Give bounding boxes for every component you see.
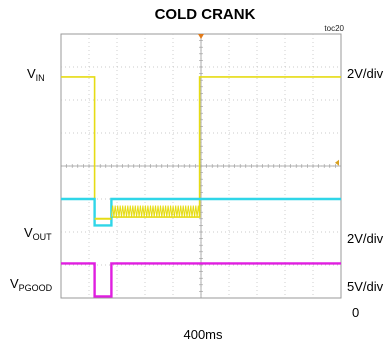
trigger-marker	[198, 34, 204, 39]
scale-vin: 2V/div	[347, 66, 384, 81]
trace-pgood	[61, 262, 341, 298]
scale-vpgood: 5V/div	[347, 279, 384, 294]
figure-tag: toc20	[324, 24, 344, 33]
label-vout: VOUT	[24, 225, 52, 242]
level-marker	[335, 159, 339, 166]
trace-vin-ripple	[110, 205, 201, 218]
chart-title: COLD CRANK	[154, 6, 256, 23]
label-vpgood: VPGOOD	[10, 276, 53, 293]
label-vin: VIN	[27, 66, 45, 83]
trace-out	[61, 197, 341, 227]
zero-label: 0	[352, 305, 360, 320]
timebase-label: 400ms	[183, 327, 223, 342]
scale-vout: 2V/div	[347, 231, 384, 246]
